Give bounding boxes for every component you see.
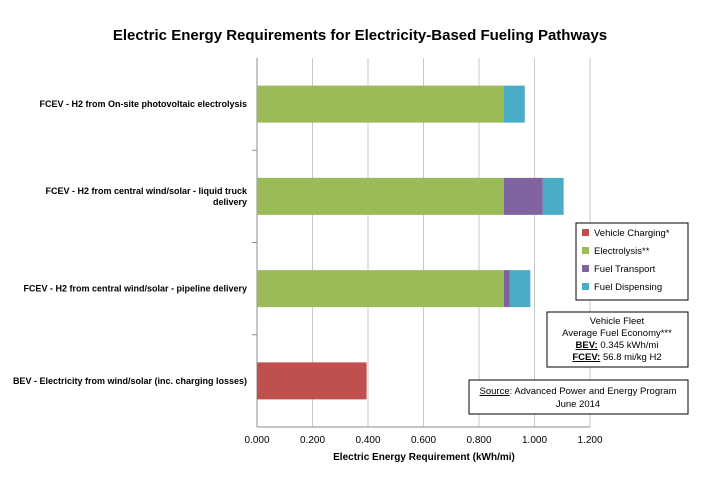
fleet-label: Vehicle Fleet	[590, 316, 645, 327]
source-line: Source: Advanced Power and Energy Progra…	[480, 386, 677, 397]
x-tick-label: 0.400	[355, 435, 380, 446]
source-box: Source: Advanced Power and Energy Progra…	[468, 379, 689, 415]
bar-segment	[257, 177, 504, 215]
bar-segment	[503, 270, 510, 308]
x-tick-label: 0.600	[411, 435, 436, 446]
source-box-frame	[468, 379, 689, 415]
x-tick-label: 1.000	[522, 435, 547, 446]
bar-segment	[257, 270, 504, 308]
legend-label: Vehicle Charging*	[594, 228, 670, 239]
bar-segment	[503, 177, 543, 215]
category-label: FCEV - H2 from central wind/solar - liqu…	[45, 186, 248, 196]
bar-segment	[509, 270, 531, 308]
legend-swatch	[582, 247, 589, 254]
legend-label: Electrolysis**	[594, 246, 650, 257]
legend-swatch	[582, 283, 589, 290]
bar-segment	[503, 85, 525, 123]
bev-economy-label: BEV:	[576, 340, 598, 351]
x-tick-labels: 0.000 0.200 0.400 0.600 0.800 1.000 1.200	[244, 435, 602, 446]
bar-segment	[257, 362, 367, 400]
bev-economy-value: 0.345 kWh/mi	[598, 340, 659, 351]
x-tick-label: 1.200	[577, 435, 602, 446]
bar-segment	[257, 85, 504, 123]
x-tick-label: 0.800	[466, 435, 491, 446]
source-text: : Advanced Power and Energy Program	[510, 386, 677, 397]
legend-swatch	[582, 229, 589, 236]
legend-swatch	[582, 265, 589, 272]
legend-box	[575, 222, 689, 301]
legend-items: Vehicle Charging* Electrolysis** Fuel Tran…	[582, 228, 670, 293]
legend-label: Fuel Transport	[594, 264, 656, 275]
legend-label: Fuel Dispensing	[594, 282, 662, 293]
fcev-economy: FCEV: 56.8 mi/kg H2	[572, 352, 661, 363]
x-axis-title: Electric Energy Requirement (kWh/mi)	[333, 452, 515, 463]
x-tick-label: 0.200	[300, 435, 325, 446]
bars	[257, 85, 564, 400]
chart-title: Electric Energy Requirements for Electri…	[113, 27, 607, 44]
legend: Vehicle Charging* Electrolysis** Fuel Tran…	[575, 222, 689, 301]
category-label: delivery	[213, 197, 247, 207]
source-label: Source	[480, 386, 510, 397]
fcev-economy-label: FCEV:	[572, 352, 600, 363]
bev-economy: BEV: 0.345 kWh/mi	[576, 340, 659, 351]
fcev-economy-value: 56.8 mi/kg H2	[600, 352, 661, 363]
fuel-economy-box-frame	[546, 311, 689, 368]
bar-segment	[542, 177, 564, 215]
x-tick-label: 0.000	[244, 435, 269, 446]
category-label: BEV - Electricity from wind/solar (inc. …	[13, 376, 247, 386]
category-labels: FCEV - H2 from On-site photovoltaic elec…	[13, 99, 248, 386]
source-date: June 2014	[556, 399, 600, 410]
fuel-economy-label: Average Fuel Economy***	[562, 328, 672, 339]
category-label: FCEV - H2 from central wind/solar - pipe…	[23, 284, 247, 294]
fuel-economy-box: Vehicle Fleet Average Fuel Economy*** BE…	[546, 311, 689, 368]
category-label: FCEV - H2 from On-site photovoltaic elec…	[39, 99, 247, 109]
